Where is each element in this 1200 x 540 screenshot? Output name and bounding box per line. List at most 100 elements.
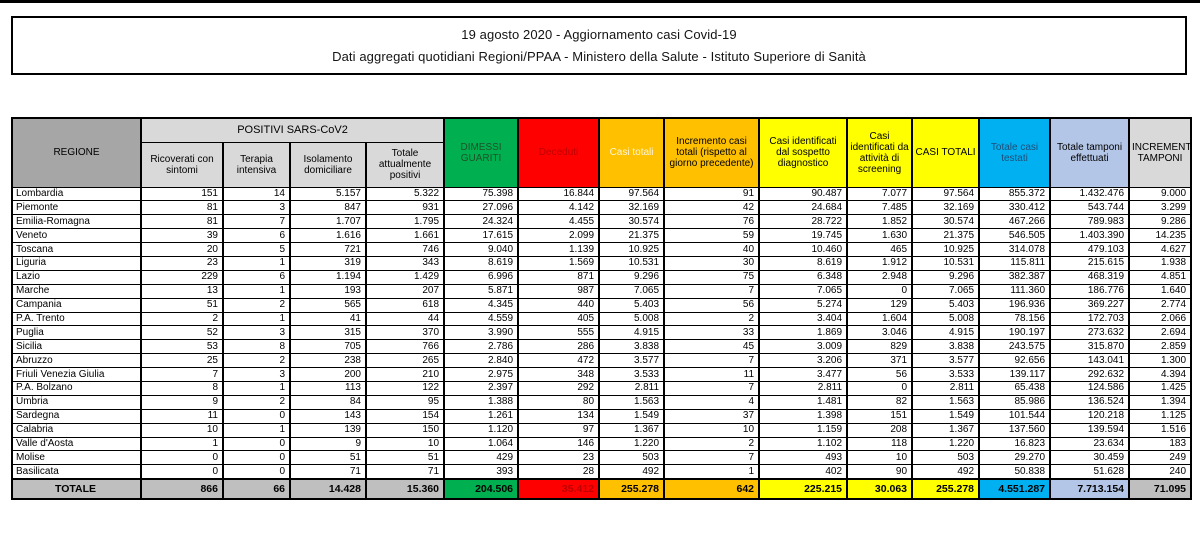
value-cell: 4.915 [598, 325, 665, 341]
value-cell: 76 [663, 214, 760, 230]
value-cell: 29.270 [978, 450, 1051, 466]
value-cell: 97.564 [911, 186, 980, 202]
value-cell: 871 [517, 269, 600, 285]
total-value-cell: 71.095 [1128, 477, 1192, 500]
value-cell: 9 [140, 394, 224, 410]
value-cell: 65.438 [978, 380, 1051, 396]
total-value-cell: 255.278 [911, 477, 980, 500]
value-cell: 5.322 [364, 186, 445, 202]
value-cell: 0 [846, 283, 913, 299]
value-cell: 32.169 [598, 200, 665, 216]
total-value-cell: 30.063 [846, 477, 913, 500]
value-cell: 1.912 [846, 255, 913, 271]
value-cell: 14 [222, 186, 291, 202]
value-cell: 5.157 [289, 186, 367, 202]
value-cell: 8 [222, 339, 291, 355]
value-cell: 429 [443, 450, 519, 466]
value-cell: 3.299 [1128, 200, 1192, 216]
value-cell: 39 [140, 228, 224, 244]
total-value-cell: 204.506 [443, 477, 519, 500]
value-cell: 2 [222, 353, 291, 369]
value-cell: 468.319 [1049, 269, 1130, 285]
value-cell: 50.838 [978, 464, 1051, 480]
region-name: Sardegna [11, 408, 142, 424]
table-row: Sardegna 11 0 143 154 1.261 134 1.549 37 1.398 151… [11, 408, 1192, 424]
value-cell: 467.266 [978, 214, 1051, 230]
value-cell: 6 [222, 228, 291, 244]
value-cell: 59 [663, 228, 760, 244]
value-cell: 479.103 [1049, 242, 1130, 257]
value-cell: 1.938 [1128, 255, 1192, 271]
value-cell: 51 [289, 450, 367, 466]
value-cell: 7.065 [911, 283, 980, 299]
value-cell: 1.432.476 [1049, 186, 1130, 202]
value-cell: 14.235 [1128, 228, 1192, 244]
value-cell: 3 [222, 325, 291, 341]
value-cell: 8 [140, 380, 224, 396]
value-cell: 33 [663, 325, 760, 341]
value-cell: 139.117 [978, 367, 1051, 382]
col-header-terapia-intensiva: Terapia intensiva [222, 141, 291, 188]
value-cell: 292.632 [1049, 367, 1130, 382]
value-cell: 97.564 [598, 186, 665, 202]
col-header-totale-casi-testati: Totale casi testati [978, 117, 1051, 188]
value-cell: 95 [364, 394, 445, 410]
table-row: Lombardia 151 14 5.157 5.322 75.398 16.844 97.5… [11, 186, 1192, 202]
value-cell: 5.403 [911, 297, 980, 313]
value-cell: 85.986 [978, 394, 1051, 410]
value-cell: 200 [289, 367, 367, 382]
table-row: P.A. Trento 2 1 41 44 4.559 405 5.008 2 3.404 1.60… [11, 311, 1192, 327]
value-cell: 139 [289, 422, 367, 438]
value-cell: 118 [846, 436, 913, 452]
table-row: Umbria 9 2 84 95 1.388 80 1.563 4 1.481 82 1.563 85.… [11, 394, 1192, 410]
value-cell: 1 [222, 283, 291, 299]
value-cell: 314.078 [978, 242, 1051, 257]
value-cell: 1 [140, 436, 224, 452]
value-cell: 6.348 [758, 269, 848, 285]
value-cell: 8.619 [758, 255, 848, 271]
value-cell: 1.220 [911, 436, 980, 452]
value-cell: 1.064 [443, 436, 519, 452]
value-cell: 1.125 [1128, 408, 1192, 424]
value-cell: 7.077 [846, 186, 913, 202]
value-cell: 122 [364, 380, 445, 396]
value-cell: 51 [140, 297, 224, 313]
value-cell: 71 [364, 464, 445, 480]
value-cell: 4.394 [1128, 367, 1192, 382]
value-cell: 2 [663, 311, 760, 327]
value-cell: 42 [663, 200, 760, 216]
value-cell: 101.544 [978, 408, 1051, 424]
value-cell: 3.404 [758, 311, 848, 327]
value-cell: 91 [663, 186, 760, 202]
value-cell: 84 [289, 394, 367, 410]
value-cell: 13 [140, 283, 224, 299]
value-cell: 1 [663, 464, 760, 480]
value-cell: 90 [846, 464, 913, 480]
col-header-incremento-tamponi: INCREMENTO TAMPONI [1128, 117, 1192, 188]
value-cell: 23 [140, 255, 224, 271]
value-cell: 1.398 [758, 408, 848, 424]
value-cell: 41 [289, 311, 367, 327]
value-cell: 10.531 [598, 255, 665, 271]
value-cell: 4.851 [1128, 269, 1192, 285]
value-cell: 56 [663, 297, 760, 313]
table-footer: TOTALE 866 66 14.428 15.360 204.506 35.412 255.… [11, 477, 1192, 500]
value-cell: 0 [222, 408, 291, 424]
value-cell: 1.616 [289, 228, 367, 244]
region-name: Lombardia [11, 186, 142, 202]
col-header-screening: Casi identificati da attività di screeni… [846, 117, 913, 188]
value-cell: 25 [140, 353, 224, 369]
table-row: Molise 0 0 51 51 429 23 503 7 493 10 503 29.270 30.45… [11, 450, 1192, 466]
value-cell: 10 [846, 450, 913, 466]
value-cell: 1.516 [1128, 422, 1192, 438]
value-cell: 1.604 [846, 311, 913, 327]
value-cell: 10.531 [911, 255, 980, 271]
value-cell: 113 [289, 380, 367, 396]
value-cell: 229 [140, 269, 224, 285]
value-cell: 137.560 [978, 422, 1051, 438]
value-cell: 7.065 [598, 283, 665, 299]
col-header-totale-tamponi: Totale tamponi effettuati [1049, 117, 1130, 188]
value-cell: 1.300 [1128, 353, 1192, 369]
value-cell: 37 [663, 408, 760, 424]
value-cell: 71 [289, 464, 367, 480]
